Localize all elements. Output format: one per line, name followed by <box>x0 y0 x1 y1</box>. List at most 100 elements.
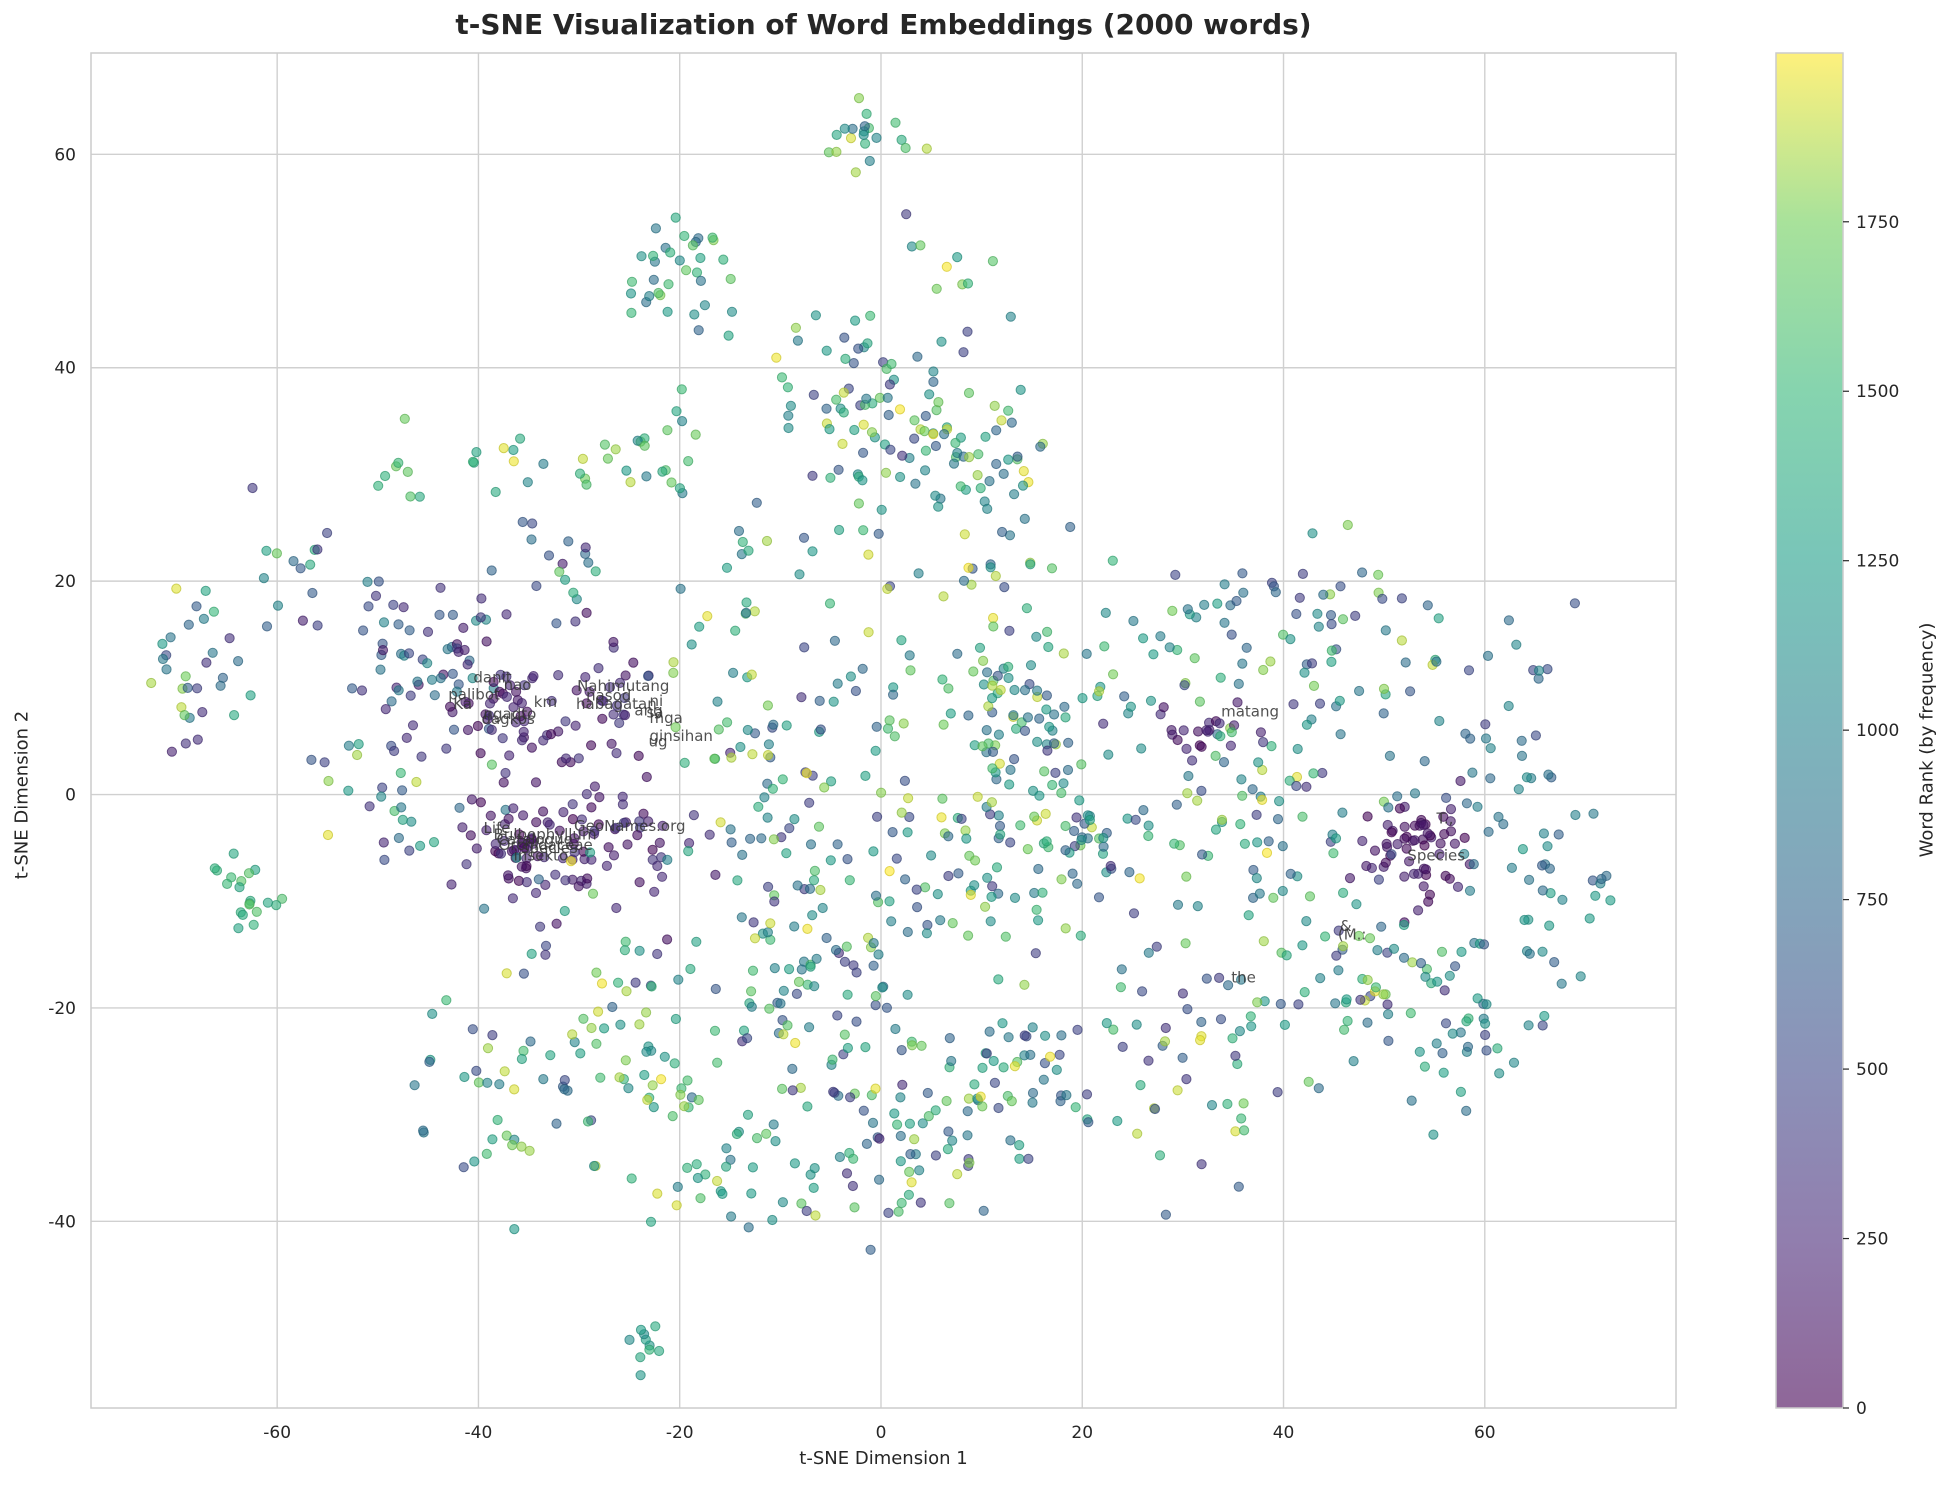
data-point <box>481 636 492 647</box>
data-point <box>614 717 625 729</box>
data-point <box>560 753 572 764</box>
word-label: GeoNames.org <box>574 817 685 835</box>
y-tick-label: 40 <box>54 359 76 379</box>
data-point <box>634 945 645 956</box>
data-point <box>459 1071 470 1083</box>
data-point <box>1197 849 1208 860</box>
data-point <box>1291 780 1302 792</box>
data-point <box>782 382 794 393</box>
data-point <box>969 880 980 891</box>
data-point <box>295 563 306 574</box>
data-point <box>743 545 754 556</box>
data-point <box>611 700 623 711</box>
data-point <box>261 545 272 556</box>
data-point <box>870 745 881 756</box>
data-point <box>389 745 400 757</box>
data-point <box>1456 946 1467 958</box>
data-point <box>1537 1020 1548 1031</box>
data-point <box>712 696 723 707</box>
data-point <box>1181 743 1192 755</box>
data-point <box>1516 735 1527 746</box>
data-point <box>1179 680 1190 691</box>
data-point <box>157 653 169 665</box>
data-point <box>1017 480 1029 491</box>
data-point <box>839 956 851 967</box>
data-point <box>837 438 848 449</box>
data-point <box>1251 873 1262 884</box>
data-point <box>903 793 914 804</box>
data-point <box>1031 631 1042 642</box>
word-label: dagkos <box>481 710 535 728</box>
data-point <box>526 948 537 960</box>
data-point <box>980 431 991 442</box>
data-point <box>873 949 884 960</box>
data-point <box>508 803 519 814</box>
data-point <box>1272 814 1284 825</box>
data-point <box>805 961 816 972</box>
data-point <box>1051 1064 1062 1076</box>
data-point <box>844 875 855 886</box>
data-point <box>1288 699 1299 710</box>
data-point <box>1094 686 1105 697</box>
data-point <box>451 686 462 697</box>
data-point <box>621 986 632 997</box>
data-point <box>1172 734 1183 746</box>
data-point <box>683 846 694 857</box>
data-point <box>518 810 529 821</box>
data-point <box>751 1133 763 1144</box>
data-point <box>1306 658 1318 669</box>
data-point <box>1237 658 1248 669</box>
data-point <box>1370 982 1382 993</box>
data-point <box>516 698 528 709</box>
data-point <box>1049 709 1060 720</box>
data-point <box>243 868 255 879</box>
data-point <box>801 768 812 779</box>
data-point <box>1048 738 1060 749</box>
data-point <box>624 1334 635 1346</box>
data-point <box>928 366 939 377</box>
data-point <box>662 854 673 866</box>
data-point <box>608 850 620 861</box>
data-point <box>1005 1135 1016 1146</box>
data-point <box>895 1092 906 1103</box>
data-point <box>791 988 803 1000</box>
data-point <box>999 582 1010 593</box>
data-point <box>682 1162 693 1174</box>
data-point <box>1455 1086 1467 1098</box>
data-point <box>1461 1105 1472 1117</box>
word-label: nao <box>504 676 532 694</box>
data-point <box>380 470 391 482</box>
data-point <box>880 467 892 478</box>
data-point <box>809 981 820 992</box>
data-point <box>662 425 673 436</box>
data-point <box>1003 405 1014 416</box>
data-point <box>1216 814 1228 825</box>
word-label: the <box>1231 968 1256 986</box>
data-point <box>1137 986 1148 997</box>
data-point <box>1338 887 1349 899</box>
data-point <box>1485 773 1496 784</box>
data-point <box>416 751 427 762</box>
data-point <box>1261 847 1273 859</box>
data-point <box>815 884 826 896</box>
data-point <box>1362 1017 1373 1028</box>
data-point <box>585 847 596 858</box>
data-point <box>1008 710 1019 721</box>
data-point <box>373 480 384 491</box>
data-point <box>1373 569 1384 580</box>
data-point <box>1237 790 1248 801</box>
data-point <box>483 710 495 721</box>
data-point <box>343 740 354 751</box>
data-point <box>921 143 932 154</box>
data-point <box>809 1163 820 1174</box>
data-point <box>530 887 542 899</box>
data-point <box>1040 1030 1051 1041</box>
data-point <box>730 625 741 636</box>
data-point <box>1215 1014 1227 1025</box>
data-point <box>912 351 923 362</box>
data-point <box>1278 629 1289 640</box>
data-point <box>876 504 887 515</box>
data-point <box>471 1065 482 1077</box>
